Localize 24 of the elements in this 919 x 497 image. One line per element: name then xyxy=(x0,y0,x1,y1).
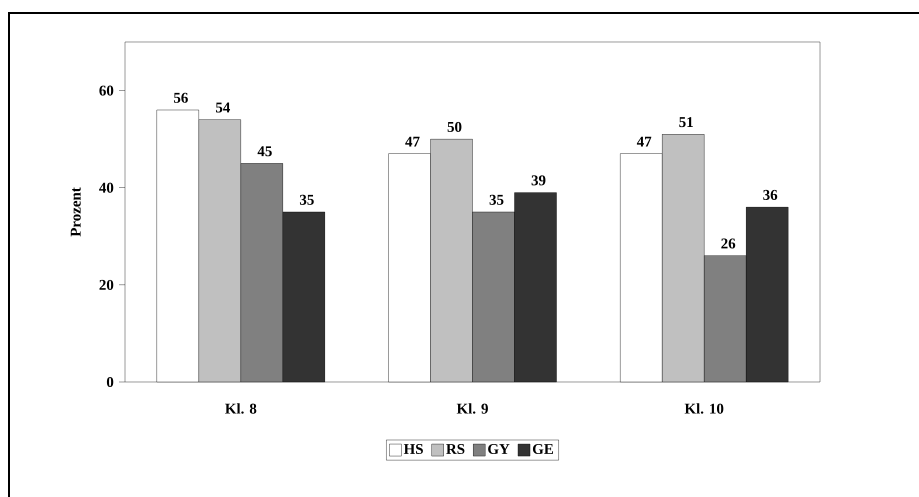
data-label: 35 xyxy=(300,194,314,205)
data-label: 47 xyxy=(405,136,420,147)
legend-label: RS xyxy=(446,444,464,454)
data-label: 51 xyxy=(679,117,693,128)
data-label: 26 xyxy=(721,238,736,249)
y-tick-label: 0 xyxy=(106,376,114,388)
x-tick-label: Kl. 8 xyxy=(225,403,256,414)
data-label: 39 xyxy=(532,175,546,186)
legend-label: HS xyxy=(404,444,423,454)
data-label: 54 xyxy=(216,102,230,113)
data-label: 50 xyxy=(448,122,462,132)
data-label: 35 xyxy=(490,194,504,205)
data-label: 45 xyxy=(258,146,272,156)
data-label: 56 xyxy=(174,92,188,103)
x-tick-label: Kl. 10 xyxy=(684,403,724,414)
data-label: 36 xyxy=(763,190,778,200)
y-tick-label: 20 xyxy=(100,280,114,290)
y-axis-title: Prozent xyxy=(70,187,81,237)
legend-label: GY xyxy=(488,444,510,454)
legend-label: GE xyxy=(532,444,554,454)
data-label: 47 xyxy=(636,136,652,147)
x-tick-label: Kl. 9 xyxy=(456,403,488,414)
y-tick-label: 60 xyxy=(99,86,114,96)
y-tick-label: 40 xyxy=(99,182,114,193)
